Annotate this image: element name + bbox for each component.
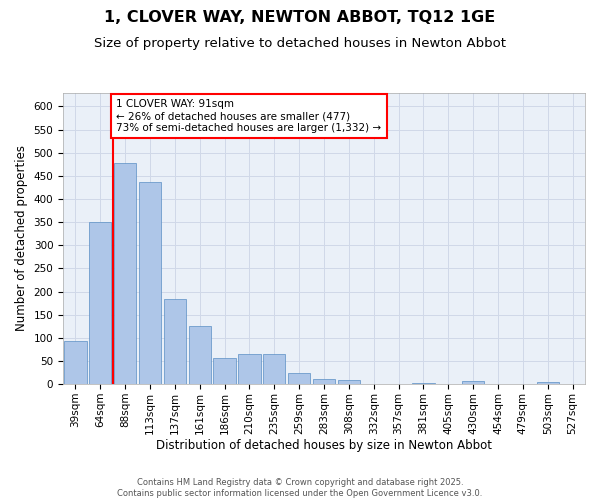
- Bar: [89, 222, 112, 384]
- Text: Contains HM Land Registry data © Crown copyright and database right 2025.
Contai: Contains HM Land Registry data © Crown c…: [118, 478, 482, 498]
- Text: Size of property relative to detached houses in Newton Abbot: Size of property relative to detached ho…: [94, 38, 506, 51]
- Bar: [412, 383, 434, 384]
- Bar: [536, 382, 559, 384]
- Bar: [288, 372, 310, 384]
- Bar: [188, 326, 211, 384]
- Bar: [64, 341, 86, 384]
- Bar: [139, 182, 161, 384]
- X-axis label: Distribution of detached houses by size in Newton Abbot: Distribution of detached houses by size …: [156, 440, 492, 452]
- Bar: [164, 300, 186, 384]
- Text: 1, CLOVER WAY, NEWTON ABBOT, TQ12 1GE: 1, CLOVER WAY, NEWTON ABBOT, TQ12 1GE: [104, 10, 496, 25]
- Bar: [214, 358, 236, 384]
- Y-axis label: Number of detached properties: Number of detached properties: [15, 146, 28, 332]
- Bar: [338, 380, 360, 384]
- Bar: [238, 354, 260, 384]
- Bar: [462, 382, 484, 384]
- Bar: [114, 164, 136, 384]
- Text: 1 CLOVER WAY: 91sqm
← 26% of detached houses are smaller (477)
73% of semi-detac: 1 CLOVER WAY: 91sqm ← 26% of detached ho…: [116, 100, 382, 132]
- Bar: [263, 354, 286, 384]
- Bar: [313, 378, 335, 384]
